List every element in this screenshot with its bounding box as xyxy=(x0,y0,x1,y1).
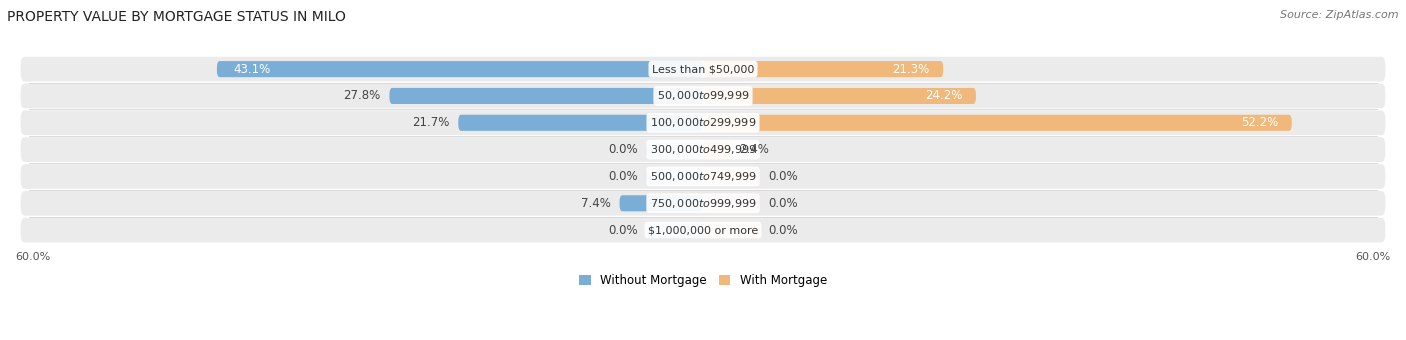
Text: $300,000 to $499,999: $300,000 to $499,999 xyxy=(650,143,756,156)
Text: 2.4%: 2.4% xyxy=(740,143,769,156)
Text: PROPERTY VALUE BY MORTGAGE STATUS IN MILO: PROPERTY VALUE BY MORTGAGE STATUS IN MIL… xyxy=(7,10,346,24)
FancyBboxPatch shape xyxy=(21,110,1385,135)
Text: 0.0%: 0.0% xyxy=(769,224,799,237)
FancyBboxPatch shape xyxy=(703,195,759,211)
Text: 21.3%: 21.3% xyxy=(893,63,929,75)
Text: 7.4%: 7.4% xyxy=(581,197,610,210)
Text: 0.0%: 0.0% xyxy=(607,143,637,156)
Text: 60.0%: 60.0% xyxy=(15,252,51,262)
Text: $500,000 to $749,999: $500,000 to $749,999 xyxy=(650,170,756,183)
FancyBboxPatch shape xyxy=(21,137,1385,162)
FancyBboxPatch shape xyxy=(21,218,1385,242)
FancyBboxPatch shape xyxy=(647,222,703,238)
FancyBboxPatch shape xyxy=(620,195,703,211)
FancyBboxPatch shape xyxy=(647,168,703,185)
Text: 0.0%: 0.0% xyxy=(607,224,637,237)
FancyBboxPatch shape xyxy=(21,191,1385,216)
FancyBboxPatch shape xyxy=(703,168,759,185)
Text: 27.8%: 27.8% xyxy=(343,89,381,102)
Text: 0.0%: 0.0% xyxy=(607,170,637,183)
Text: 0.0%: 0.0% xyxy=(769,170,799,183)
FancyBboxPatch shape xyxy=(21,164,1385,189)
Text: 0.0%: 0.0% xyxy=(769,197,799,210)
Text: Source: ZipAtlas.com: Source: ZipAtlas.com xyxy=(1281,10,1399,20)
Text: 21.7%: 21.7% xyxy=(412,116,450,129)
Text: 24.2%: 24.2% xyxy=(925,89,963,102)
FancyBboxPatch shape xyxy=(217,61,703,77)
FancyBboxPatch shape xyxy=(647,141,703,158)
Text: $50,000 to $99,999: $50,000 to $99,999 xyxy=(657,89,749,102)
Text: $100,000 to $299,999: $100,000 to $299,999 xyxy=(650,116,756,129)
FancyBboxPatch shape xyxy=(703,222,759,238)
Text: 43.1%: 43.1% xyxy=(233,63,271,75)
FancyBboxPatch shape xyxy=(458,115,703,131)
Text: 52.2%: 52.2% xyxy=(1241,116,1278,129)
FancyBboxPatch shape xyxy=(21,84,1385,108)
FancyBboxPatch shape xyxy=(389,88,703,104)
FancyBboxPatch shape xyxy=(21,57,1385,82)
FancyBboxPatch shape xyxy=(703,61,943,77)
Text: Less than $50,000: Less than $50,000 xyxy=(652,64,754,74)
Legend: Without Mortgage, With Mortgage: Without Mortgage, With Mortgage xyxy=(574,269,832,292)
FancyBboxPatch shape xyxy=(703,115,1292,131)
Text: $1,000,000 or more: $1,000,000 or more xyxy=(648,225,758,235)
Text: $750,000 to $999,999: $750,000 to $999,999 xyxy=(650,197,756,210)
Text: 60.0%: 60.0% xyxy=(1355,252,1391,262)
FancyBboxPatch shape xyxy=(703,88,976,104)
FancyBboxPatch shape xyxy=(703,141,730,158)
